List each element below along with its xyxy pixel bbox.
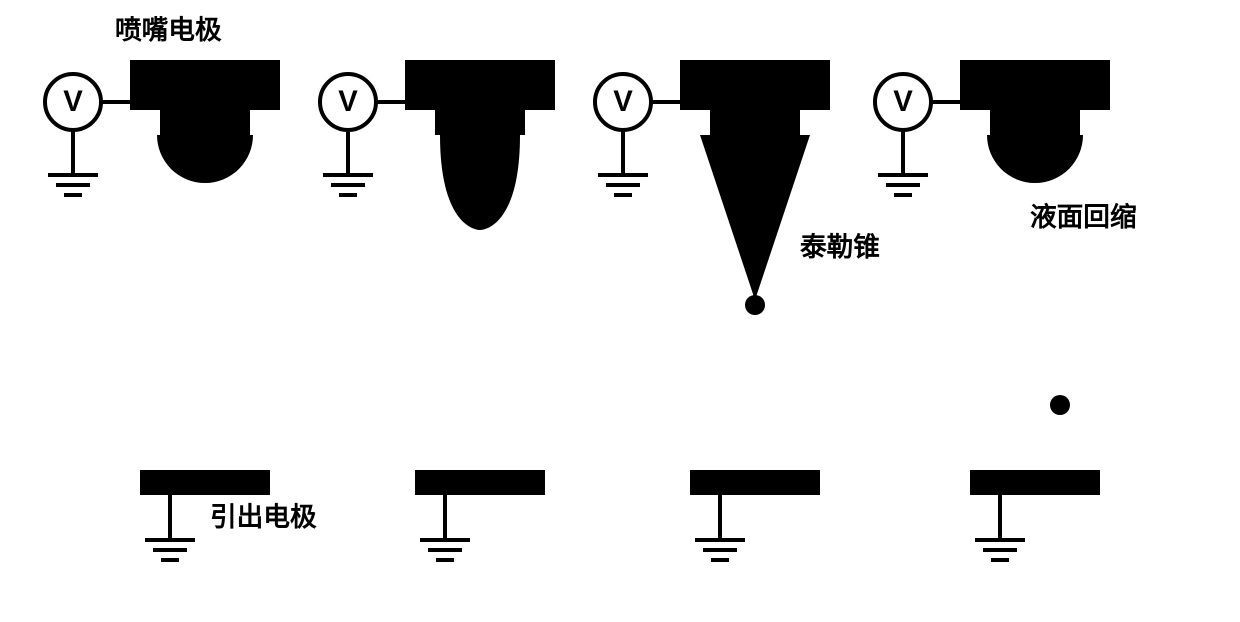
nozzle-top	[960, 60, 1110, 110]
voltmeter-label: V	[613, 86, 633, 118]
nozzle-top	[680, 60, 830, 110]
extract-electrode	[690, 470, 820, 495]
extract-electrode	[970, 470, 1100, 495]
extract-electrode	[415, 470, 545, 495]
voltmeter-label: V	[893, 86, 913, 118]
meniscus	[157, 135, 253, 183]
meniscus	[987, 135, 1083, 183]
nozzle-body	[160, 110, 250, 135]
droplet	[745, 295, 765, 315]
extract-electrode	[140, 470, 270, 495]
voltmeter-label: V	[338, 86, 358, 118]
nozzle-top	[405, 60, 555, 110]
droplet	[1050, 395, 1070, 415]
label-extract-electrode: 引出电极	[210, 495, 317, 534]
label-nozzle-electrode: 喷嘴电极	[115, 8, 222, 47]
nozzle-body	[990, 110, 1080, 135]
label-retraction: 液面回缩	[1030, 195, 1137, 234]
label-taylor-cone: 泰勒锥	[800, 225, 880, 264]
nozzle-top	[130, 60, 280, 110]
voltmeter-label: V	[63, 86, 83, 118]
taylor-cone-shape	[700, 135, 810, 300]
diagram-canvas: V V V V 喷嘴电极 泰勒锥 液面回缩 引出电极	[0, 0, 1240, 617]
nozzle-body	[435, 110, 525, 135]
elongated-drop	[440, 135, 520, 230]
nozzle-body	[710, 110, 800, 135]
diagram-svg: VVVV	[0, 0, 1240, 617]
